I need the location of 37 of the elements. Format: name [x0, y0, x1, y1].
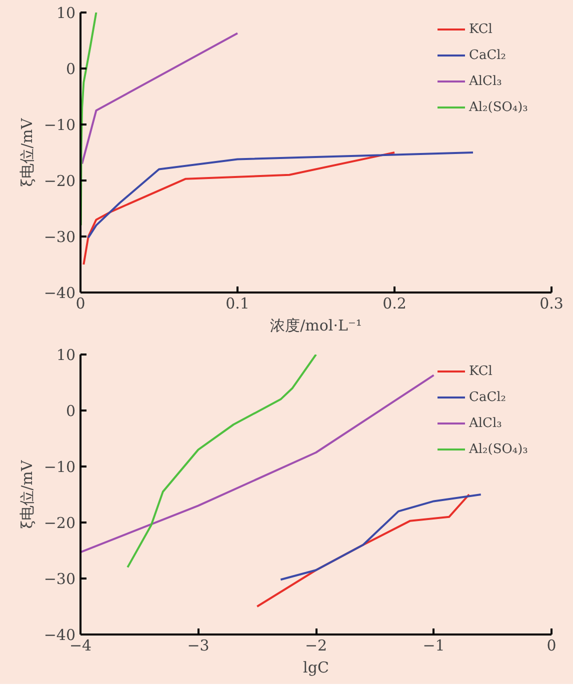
x-axis-title: 浓度/mol·L⁻¹: [270, 316, 362, 334]
y-tick-label: −40: [44, 284, 76, 302]
y-tick-label: −40: [44, 626, 76, 644]
line-series: [80, 12, 98, 226]
legend-label: CaCl₂: [469, 48, 506, 62]
x-tick-label: 0.2: [382, 294, 406, 312]
x-tick-label: −2: [304, 636, 328, 654]
y-tick-label: 10: [56, 346, 76, 364]
y-tick-label: −10: [44, 458, 76, 476]
legend-label: AlCl₃: [469, 74, 502, 88]
line-series: [80, 374, 435, 554]
y-tick-label: −30: [44, 570, 76, 588]
x-axis-title: lgC: [303, 658, 329, 676]
line-series: [82, 152, 396, 266]
y-tick-label: 10: [56, 4, 76, 22]
x-tick-label: 0: [546, 636, 556, 654]
x-tick-label: −1: [422, 636, 445, 654]
line-series: [87, 152, 474, 239]
legend-label: Al₂(SO₄)₃: [469, 100, 528, 114]
y-tick-label: 0: [66, 402, 76, 420]
legend-label: CaCl₂: [469, 390, 506, 404]
x-tick-label: 0.3: [540, 294, 564, 312]
y-tick-label: −30: [44, 228, 76, 246]
legend-label: Al₂(SO₄)₃: [469, 442, 528, 456]
y-tick-label: −20: [44, 172, 76, 190]
x-tick-label: 0.1: [226, 294, 250, 312]
line-series: [280, 494, 482, 581]
y-tick-label: 0: [66, 60, 76, 78]
legend-label: AlCl₃: [469, 416, 502, 430]
y-axis-title: ξ电位/mV: [18, 459, 36, 529]
legend-label: KCl: [469, 364, 492, 378]
x-tick-label: −3: [187, 636, 210, 654]
line-series: [126, 354, 317, 568]
y-axis-title: ξ电位/mV: [18, 117, 36, 187]
y-tick-label: −10: [44, 116, 76, 134]
y-tick-label: −20: [44, 514, 76, 532]
legend-label: KCl: [469, 22, 492, 36]
